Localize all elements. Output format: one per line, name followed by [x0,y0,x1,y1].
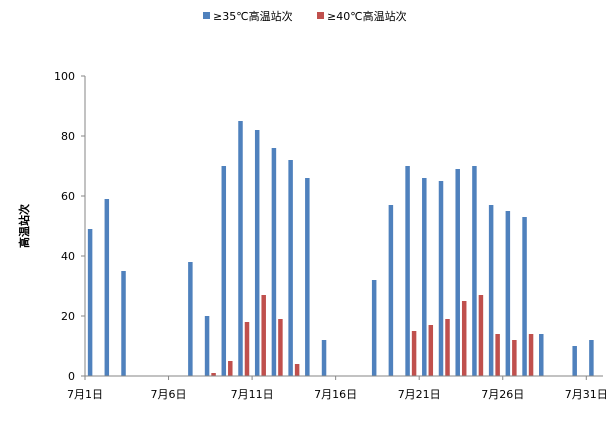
bar-2-7月26日 [512,340,517,376]
axes [84,76,603,377]
bar-1-7月2日 [104,199,110,376]
bar-2-7月25日 [495,334,500,376]
bar-2-7月22日 [445,319,450,376]
bar-2-7月21日 [428,325,434,376]
bar-2-7月23日 [461,301,467,376]
x-tick-label: 7月11日 [231,388,274,401]
y-axis-label: 高温站次 [17,204,31,248]
bar-1-7月22日 [438,181,444,376]
bar-2-7月24日 [478,295,484,376]
legend-swatch-1 [203,12,210,19]
x-tick-label: 7月21日 [398,388,441,401]
bars [87,121,594,376]
bar-1-7月27日 [522,217,527,376]
legend-label-1: ≥35℃高温站次 [213,9,293,23]
x-tick-label: 7月1日 [67,388,103,401]
y-tick-label: 80 [61,130,75,143]
legend-swatch-2 [317,12,324,19]
bar-1-7月21日 [422,178,427,376]
bar-1-7月11日 [254,130,260,376]
bar-1-7月15日 [321,340,327,376]
y-tick-label: 40 [61,250,75,263]
bar-1-7月13日 [288,160,293,376]
bar-1-7月23日 [455,169,460,376]
y-tick-label: 100 [54,70,75,83]
bar-1-7月18日 [371,280,377,376]
x-axis-ticks: 7月1日 7月6日 7月11日 7月16日 7月21日 7月26日 7月31日 [67,376,608,401]
bar-1-7月8日 [204,316,210,376]
y-axis-ticks: 0 20 40 60 80 100 [54,70,85,383]
x-tick-label: 7月26日 [481,388,524,401]
bar-1-7月25日 [488,205,494,376]
bar-2-7月10日 [244,322,250,376]
bar-1-7月14日 [305,178,310,376]
y-tick-label: 0 [68,370,75,383]
bar-1-7月12日 [271,148,277,376]
bar-1-7月26日 [505,211,511,376]
bar-1-7月30日 [572,346,577,376]
bar-1-7月31日 [589,340,594,376]
y-tick-label: 20 [61,310,75,323]
bar-1-7月3日 [121,271,126,376]
bar-1-7月9日 [221,166,227,376]
bar-1-7月1日 [87,229,93,376]
bar-1-7月10日 [238,121,243,376]
bar-2-7月13日 [294,364,300,376]
x-tick-label: 7月31日 [565,388,608,401]
y-tick-label: 60 [61,190,75,203]
legend: ≥35℃高温站次 ≥40℃高温站次 [203,9,407,23]
x-tick-label: 7月6日 [151,388,187,401]
bar-2-7月20日 [411,331,417,376]
bar-2-7月27日 [528,334,534,376]
bar-2-7月8日 [211,373,216,376]
bar-2-7月11日 [261,295,266,376]
bar-1-7月28日 [539,334,544,376]
bar-1-7月7日 [188,262,193,376]
bar-1-7月20日 [405,166,410,376]
bar-1-7月24日 [472,166,477,376]
x-tick-label: 7月16日 [314,388,357,401]
bar-1-7月19日 [388,205,394,376]
legend-label-2: ≥40℃高温站次 [327,9,407,23]
bar-2-7月12日 [278,319,283,376]
bar-2-7月9日 [228,361,233,376]
